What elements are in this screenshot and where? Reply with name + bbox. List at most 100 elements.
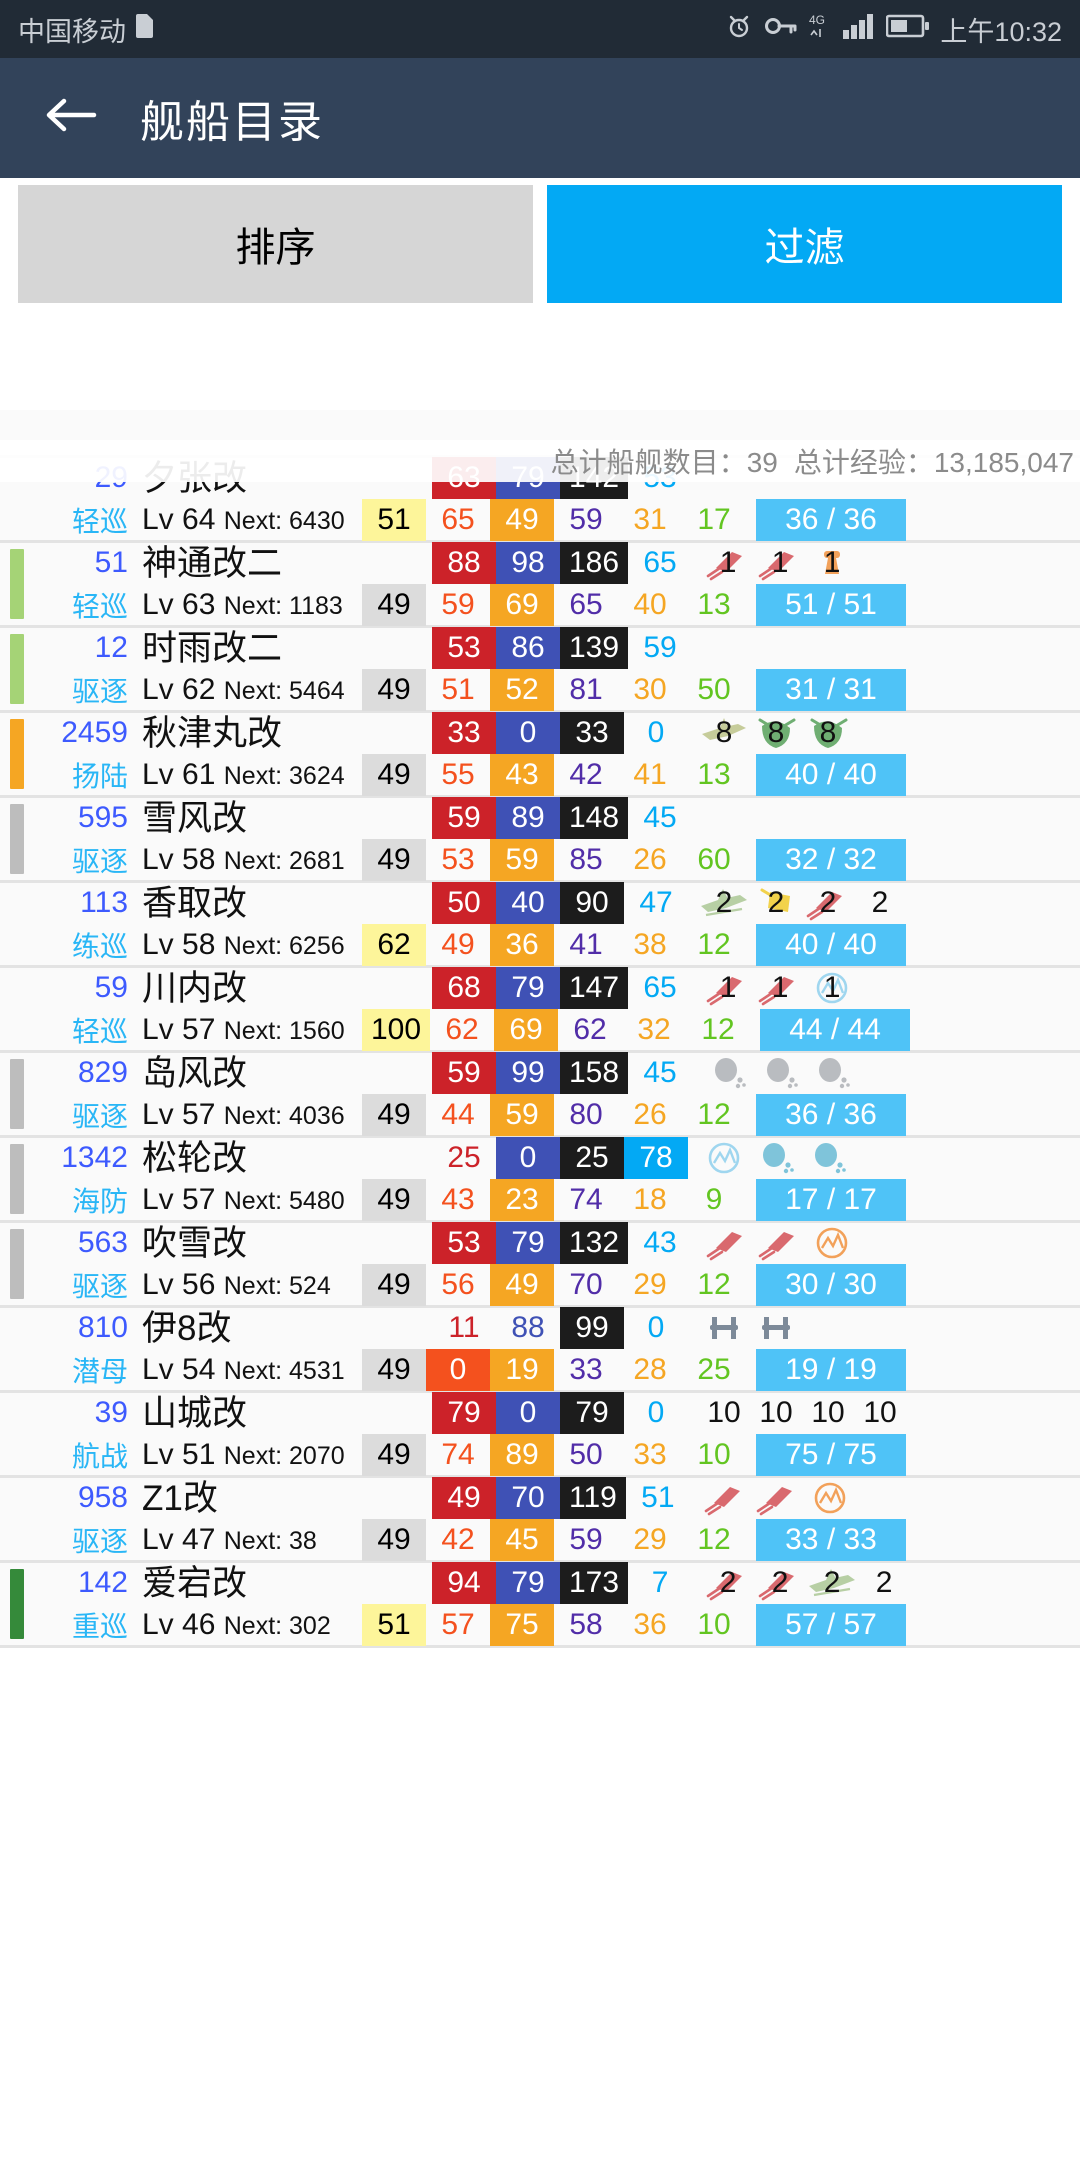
ship-level: Lv 51 Next: 2070 [142,1438,345,1471]
sort-button[interactable]: 排序 [18,185,533,303]
table-row[interactable]: 2459秋津丸改330330888扬陆Lv 61 Next: 362449554… [0,713,1080,798]
spacer [362,1222,432,1264]
page-title: 舰船目录 [140,86,324,150]
stat-value: 43 [628,1222,692,1264]
back-arrow-icon[interactable] [42,91,112,146]
stat-value: 79 [432,1392,496,1434]
stat-value: 0 [496,712,560,754]
stat-value: 49 [362,839,426,881]
sonar-icon [806,1222,858,1264]
table-row[interactable]: 12时雨改二538613959驱逐Lv 62 Next: 54644951528… [0,628,1080,713]
stat-value: 90 [560,882,624,924]
ship-status-bar [10,1229,24,1299]
equipment-count: 2 [872,886,889,920]
stat-value: 38 [618,924,682,966]
ship-type: 驱逐 [72,1271,128,1302]
equipment-count: 1 [720,546,737,580]
table-row[interactable]: 563吹雪改537913243驱逐Lv 56 Next: 52449564970… [0,1223,1080,1308]
stat-value: 13 [682,584,746,626]
stat-value: 43 [490,754,554,796]
stat-value: 65 [554,584,618,626]
stat-value: 51 [362,499,426,541]
network-type-label: 4G [808,12,832,47]
ship-level: Lv 57 Next: 1560 [142,1013,345,1046]
stat-value: 0 [496,1392,560,1434]
stat-value: 59 [432,1052,496,1094]
table-row[interactable]: 51神通改二889818665111轻巡Lv 63 Next: 11834959… [0,543,1080,628]
tank-icon: 8 [802,712,854,754]
table-row[interactable]: 39山城改79079010101010航战Lv 51 Next: 2070497… [0,1393,1080,1478]
stat-value: 12 [686,1009,750,1051]
table-row[interactable]: 958Z1改497011951驱逐Lv 47 Next: 38494245592… [0,1478,1080,1563]
ship-id: 12 [95,631,128,664]
stat-value: 119 [560,1477,626,1519]
stat-value: 7 [628,1562,692,1604]
ship-name: 爱宕改 [142,1566,362,1601]
ship-list[interactable]: 轻巡Lv 55 Next: 480056554959331336 / 3629夕… [0,410,1080,2160]
stat-value: 19 [490,1349,554,1391]
spacer [362,542,432,584]
stat-value: 65 [426,499,490,541]
ship-id: 113 [80,886,128,919]
filter-button[interactable]: 过滤 [547,185,1062,303]
stat-value: 53 [426,839,490,881]
table-row[interactable]: 59川内改687914765111轻巡Lv 57 Next: 156010062… [0,968,1080,1053]
hp-value: 40 / 40 [756,754,906,796]
table-row[interactable]: 1342松轮改2502578海防Lv 57 Next: 548049432374… [0,1138,1080,1223]
totals-summary: 总计船舰数目：39 总计经验：13,185,047 [0,440,1080,482]
equipment-count: 10 [759,1396,792,1430]
equipment-count: 10 [707,1396,740,1430]
stat-value: 26 [618,1094,682,1136]
stat-value: 86 [496,627,560,669]
table-row[interactable]: 142爱宕改947917372222重巡Lv 46 Next: 30251577… [0,1563,1080,1648]
ship-id: 958 [78,1481,128,1514]
stat-value: 9 [682,1179,746,1221]
stat-value: 18 [618,1179,682,1221]
spacer [362,1477,432,1519]
ship-name: 秋津丸改 [142,716,362,751]
ship-status-bar [10,804,24,874]
hp-value: 32 / 32 [756,839,906,881]
ship-name: 时雨改二 [142,631,362,666]
ship-status-bar [10,1059,24,1129]
total-exp: 总计经验：13,185,047 [794,441,1074,481]
stat-value: 53 [432,1222,496,1264]
stat-value: 59 [490,839,554,881]
table-row[interactable]: 810伊8改1188990潜母Lv 54 Next: 4531490193328… [0,1308,1080,1393]
stat-value: 25 [682,1349,746,1391]
stat-value: 50 [682,669,746,711]
stat-value: 100 [362,1009,430,1051]
stat-value: 49 [490,1264,554,1306]
equipment-glyph [804,1477,856,1519]
stat-value: 26 [618,839,682,881]
table-row[interactable]: 595雪风改598914845驱逐Lv 58 Next: 26814953598… [0,798,1080,883]
svg-text:4G: 4G [809,13,825,27]
stat-value: 42 [426,1519,490,1561]
ship-type: 扬陆 [72,761,128,792]
table-row[interactable]: 113香取改504090472222练巡Lv 58 Next: 62566249… [0,883,1080,968]
total-ships: 总计船舰数目：39 [551,441,778,481]
stat-value: 40 [618,584,682,626]
equipment-count: 2 [768,886,785,920]
stat-value: 62 [430,1009,494,1051]
equipment-count: 2 [820,886,837,920]
plain-count: 2 [858,1562,910,1604]
equipment-count: 10 [811,1396,844,1430]
depth-charge-icon [754,1052,806,1094]
submarine-torpedo-icon [750,1307,802,1349]
stat-value: 59 [490,1094,554,1136]
stat-value: 0 [496,1137,560,1179]
table-row[interactable]: 829岛风改599915845驱逐Lv 57 Next: 40364944598… [0,1053,1080,1138]
ship-level: Lv 58 Next: 6256 [142,928,345,961]
stat-value: 58 [554,1604,618,1646]
ship-name: 山城改 [142,1396,362,1431]
ship-type: 驱逐 [72,676,128,707]
torpedo-icon [700,1477,752,1519]
ship-id: 51 [95,546,128,579]
stat-value: 50 [554,1434,618,1476]
stat-value: 49 [362,669,426,711]
equipment-count: 10 [863,1396,896,1430]
equipment-count: 2 [716,886,733,920]
equipment-glyph [754,1222,806,1264]
stat-value: 33 [432,712,496,754]
